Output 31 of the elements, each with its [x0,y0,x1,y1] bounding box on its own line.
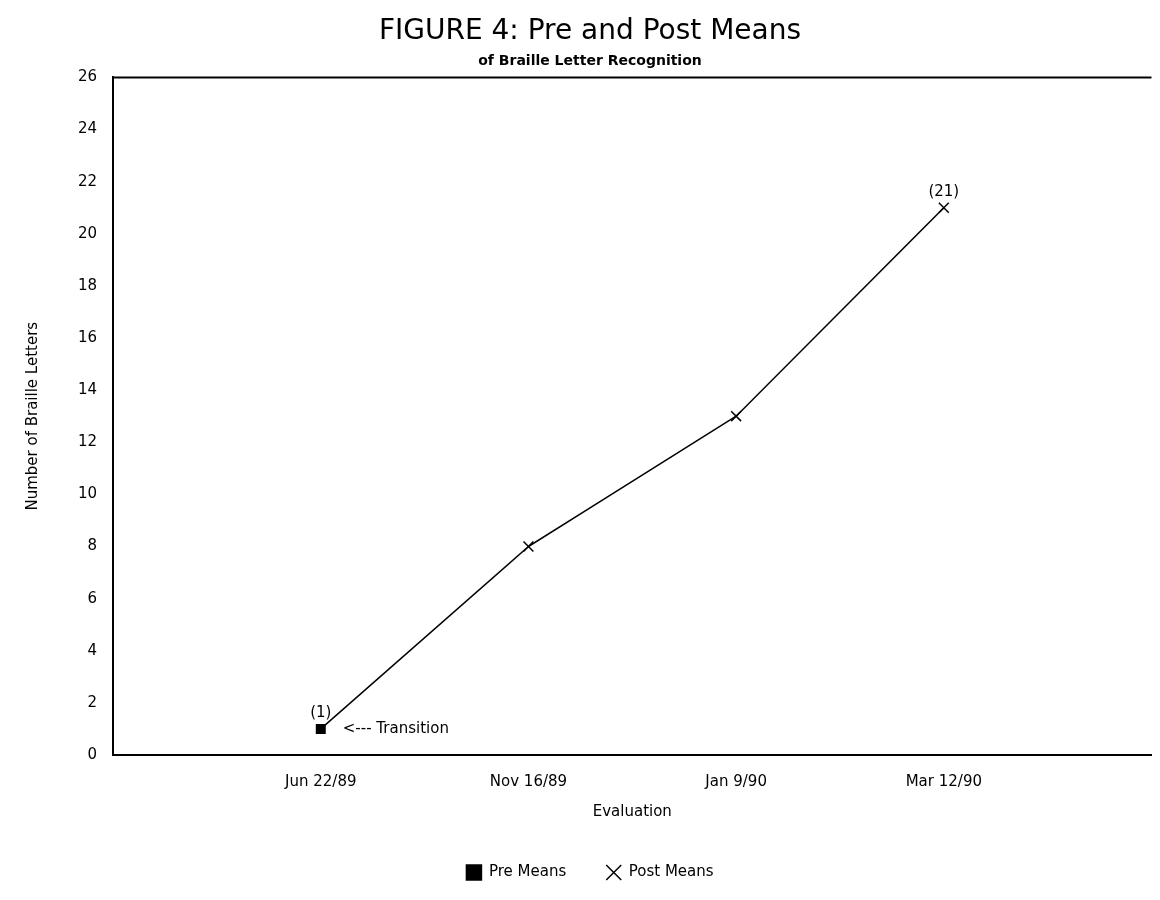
y-tick-label: 16 [77,327,98,346]
y-tick-label: 20 [77,223,98,242]
y-tick-label: 0 [87,744,98,763]
legend-label: Pre Means [488,862,567,881]
y-tick-label: 18 [77,275,98,294]
y-tick-label: 4 [87,640,98,659]
y-tick-label: 6 [87,588,98,607]
y-tick-label: 22 [77,171,98,190]
legend-label: Post Means [628,862,714,881]
point [938,202,950,214]
y-tick-label: 14 [77,380,98,399]
x-tick-label: Nov 16/89 [489,771,568,790]
chart-subtitle: of Braille Letter Recognition [478,51,702,68]
data-label: (21) [928,182,960,201]
y-tick-label: 26 [77,67,98,86]
data-label: (1) [310,703,332,722]
x-tick-label: Jan 9/90 [704,771,767,790]
y-tick-label: 8 [87,536,98,555]
annotation: <--- Transition [342,718,449,737]
chart-title: FIGURE 4: Pre and Post Means [378,13,802,47]
y-tick-label: 10 [77,484,98,503]
x-axis-title: Evaluation [592,801,672,820]
y-tick-label: 12 [77,432,98,451]
point [315,723,326,734]
x-tick-label: Mar 12/90 [905,771,982,790]
x-tick-label: Jun 22/89 [284,771,357,790]
point [522,540,535,553]
point [730,410,742,422]
y-tick-label: 24 [77,119,98,138]
y-tick-label: 2 [87,692,98,711]
y-axis-title: Number of Braille Letters [22,321,41,511]
